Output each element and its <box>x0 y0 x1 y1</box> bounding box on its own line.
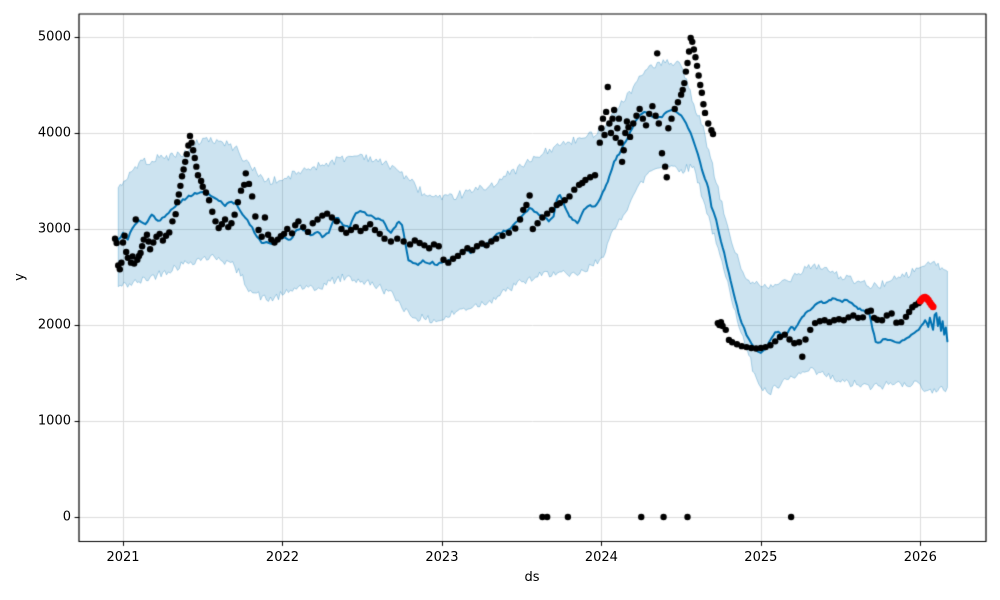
x-tick-label-2024: 2024 <box>584 549 618 565</box>
x-tick-label-2025: 2025 <box>744 549 778 565</box>
x-axis-label: ds <box>524 570 540 585</box>
y-axis-label: y <box>12 273 28 281</box>
x-tick-label-2021: 2021 <box>106 549 140 565</box>
x-tick-label-2026: 2026 <box>903 549 937 565</box>
x-tick-label-2022: 2022 <box>265 549 300 565</box>
x-tick-label-2023: 2023 <box>425 549 459 565</box>
y-tick-label-2000: 2000 <box>37 317 71 333</box>
y-tick-label-1000: 1000 <box>37 413 71 429</box>
y-tick-label-0: 0 <box>62 509 71 525</box>
y-tick-label-3000: 3000 <box>37 221 71 237</box>
y-tick-label-5000: 5000 <box>37 29 71 45</box>
y-tick-label-4000: 4000 <box>37 125 71 141</box>
